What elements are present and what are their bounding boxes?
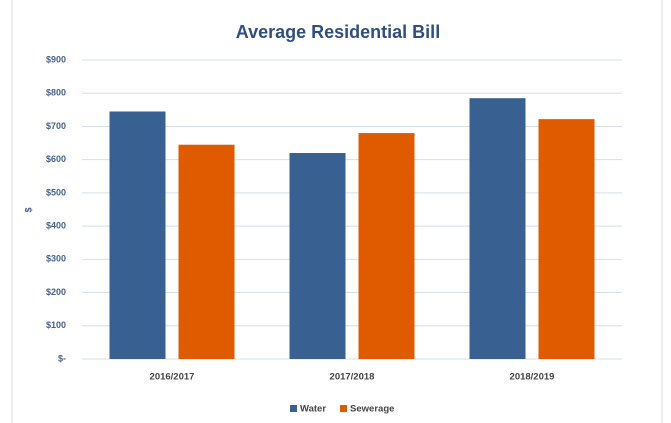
bar <box>109 111 166 359</box>
y-tick-label: $800 <box>46 88 66 98</box>
bar <box>289 153 346 359</box>
bar <box>178 144 235 359</box>
y-tick-label: $700 <box>46 121 66 131</box>
y-tick-label: $600 <box>46 154 66 164</box>
y-tick-label: $- <box>58 353 66 363</box>
bar <box>469 98 526 359</box>
bar <box>358 133 415 359</box>
y-tick-label: $900 <box>46 54 66 64</box>
chart-title: Average Residential Bill <box>236 22 440 42</box>
y-tick-label: $500 <box>46 187 66 197</box>
x-tick-label: 2017/2018 <box>330 372 375 383</box>
bar <box>538 119 595 359</box>
legend-label: Sewerage <box>350 404 394 415</box>
legend-swatch <box>290 405 297 412</box>
legend-swatch <box>340 405 348 412</box>
x-tick-label: 2016/2017 <box>150 372 195 383</box>
y-axis-label: $ <box>23 207 33 212</box>
x-tick-label: 2018/2019 <box>510 372 555 383</box>
y-tick-label: $300 <box>46 254 66 264</box>
legend-label: Water <box>300 404 326 415</box>
y-tick-label: $100 <box>46 320 66 330</box>
y-tick-label: $400 <box>46 220 66 230</box>
y-tick-label: $200 <box>46 287 66 297</box>
